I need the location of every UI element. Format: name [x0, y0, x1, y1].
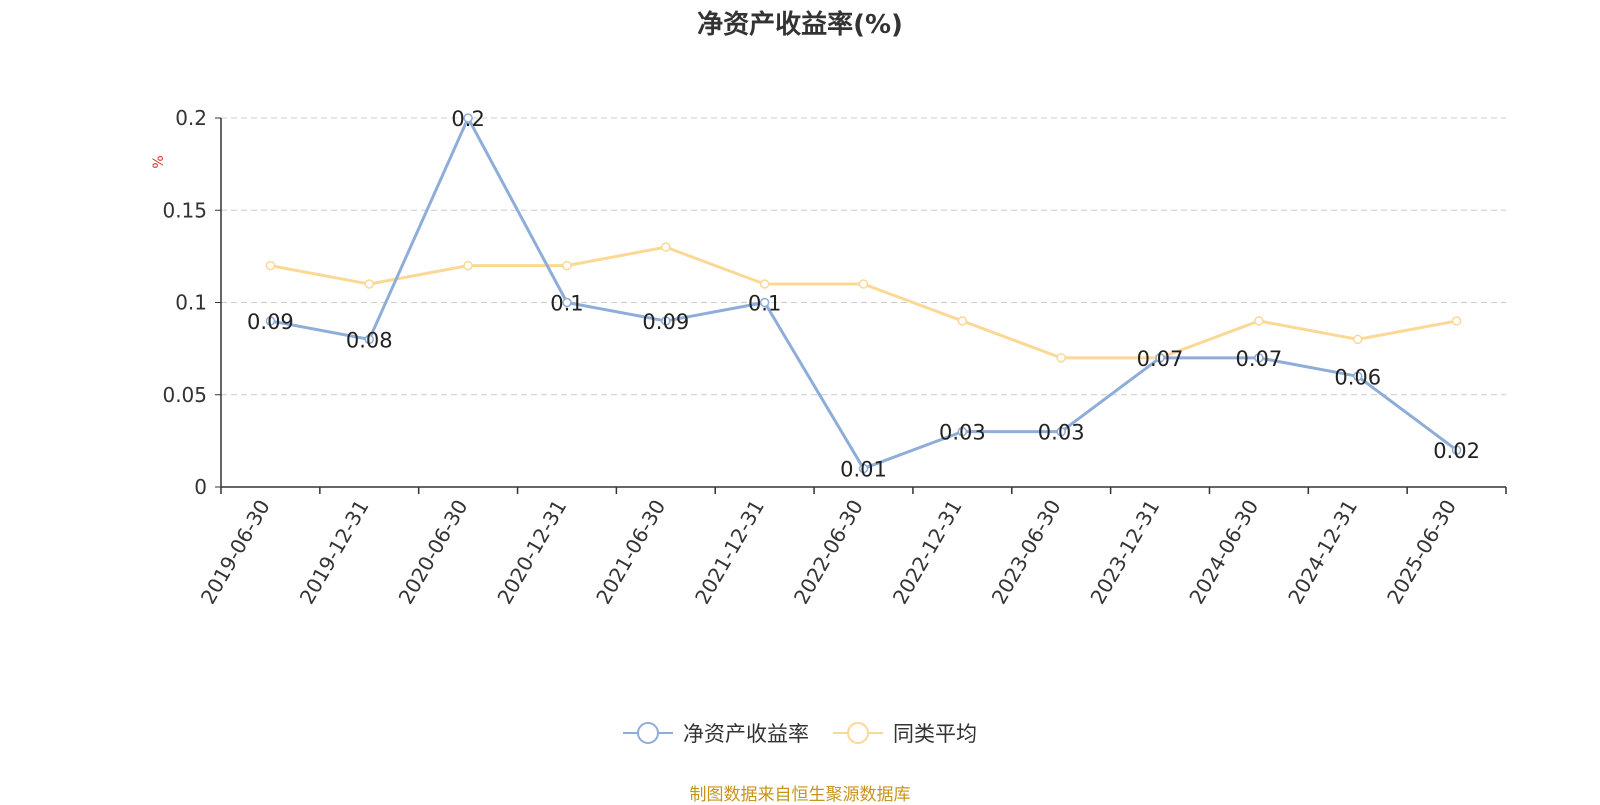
data-point-1: [1352, 334, 1363, 345]
axes: 0 0.05 0.1 0.15 0.2 2019-06-30 2019-12-31 2020-…: [162, 106, 1507, 609]
x-tick-label: 2021-12-31: [690, 496, 769, 609]
x-tick-label: 2021-06-30: [591, 496, 670, 609]
data-label: 0.09: [642, 310, 689, 334]
data-label: 0.02: [1433, 439, 1480, 463]
data-point-1: [661, 242, 671, 252]
y-axis-title: %: [151, 155, 167, 168]
source-note: 制图数据来自恒生聚源数据库: [689, 785, 911, 805]
legend-label-roe: 净资产收益率: [683, 722, 809, 746]
data-point-1: [364, 279, 375, 289]
data-point-1: [562, 260, 572, 271]
series-lines: [265, 113, 1462, 474]
data-point-0: [1451, 445, 1462, 455]
data-point-1: [1254, 316, 1264, 326]
data-label: 0.06: [1334, 365, 1381, 389]
data-point-0: [1254, 353, 1264, 363]
data-label: 0.2: [451, 107, 484, 131]
data-label: 0.07: [1137, 347, 1184, 371]
data-label: 0.07: [1236, 347, 1283, 371]
data-point-1: [265, 260, 276, 271]
data-point-1: [463, 260, 473, 271]
data-point-0: [858, 463, 869, 474]
data-label: 0.08: [346, 328, 393, 352]
x-tick-label: 2019-12-31: [295, 496, 374, 609]
x-tick-label: 2023-06-30: [987, 496, 1066, 609]
data-point-0: [759, 297, 770, 308]
legend-swatch-peer-average: [833, 722, 883, 744]
y-tick-label: 0.2: [175, 106, 207, 130]
x-tick-label: 2023-12-31: [1085, 496, 1164, 609]
data-label: 0.03: [1038, 421, 1085, 445]
data-point-0: [661, 316, 671, 326]
data-label: 0.1: [748, 292, 781, 316]
x-tick-label: 2022-06-30: [789, 496, 868, 609]
x-tick-label: 2020-06-30: [394, 495, 473, 608]
data-point-1: [1451, 316, 1462, 326]
y-tick-label: 0.05: [162, 383, 207, 407]
legend-swatch-roe: [623, 722, 673, 744]
legend-label-peer-average: 同类平均: [893, 722, 977, 746]
data-label: 0.1: [550, 292, 583, 316]
data-point-1: [1056, 353, 1066, 363]
chart-title: 净资产收益率(%): [697, 10, 903, 40]
data-point-0: [265, 316, 276, 326]
legend-item-roe[interactable]: 净资产收益率: [623, 718, 809, 748]
data-point-1: [858, 279, 869, 289]
chart-legend: 净资产收益率 同类平均: [0, 718, 1600, 748]
x-tick-label: 2022-12-31: [888, 496, 967, 609]
data-point-0: [1056, 426, 1066, 437]
data-label: 0.03: [939, 421, 986, 445]
data-point-0: [1352, 371, 1363, 382]
x-tick-label: 2019-06-30: [196, 496, 275, 609]
data-point-0: [1155, 353, 1165, 363]
x-tick-label: 2025-06-30: [1382, 496, 1461, 609]
data-label: 0.01: [840, 458, 887, 482]
x-tick-label: 2024-12-31: [1283, 496, 1362, 609]
data-point-1: [957, 316, 968, 326]
data-point-0: [364, 334, 375, 345]
data-point-0: [562, 297, 572, 308]
y-tick-label: 0.1: [175, 291, 207, 315]
legend-item-peer-average[interactable]: 同类平均: [833, 718, 977, 748]
y-tick-label: 0: [194, 475, 207, 499]
data-point-1: [759, 279, 770, 289]
x-tick-label: 2020-12-31: [492, 496, 571, 609]
data-label: 0.09: [247, 310, 294, 334]
data-point-0: [957, 426, 968, 437]
grid-lines: [221, 117, 1506, 396]
x-tick-label: 2024-06-30: [1184, 496, 1263, 609]
data-point-0: [463, 113, 473, 123]
series-line-0: [270, 116, 1458, 471]
y-tick-label: 0.15: [162, 198, 207, 222]
data-labels: 0.09 0.08 0.2 0.1 0.09 0.1 0.01 0.03 0.03 0.07 0.0…: [247, 107, 1480, 482]
